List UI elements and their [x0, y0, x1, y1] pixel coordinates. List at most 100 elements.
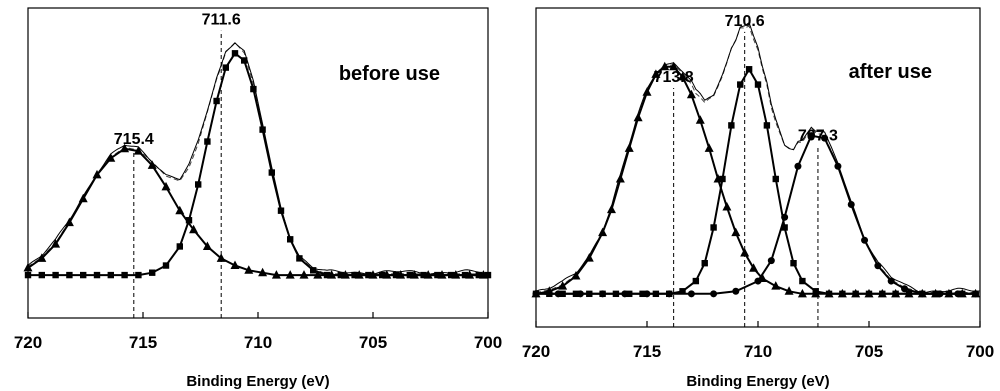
- data-point-square: [277, 207, 285, 214]
- data-point-square: [448, 271, 455, 279]
- data-point-circle: [874, 262, 882, 270]
- peak-label: 715.4: [114, 131, 154, 148]
- x-axis-title: Binding Energy (eV): [686, 373, 829, 390]
- data-point-triangle: [161, 181, 171, 191]
- data-point-triangle: [271, 270, 281, 279]
- data-point-square: [781, 224, 788, 231]
- data-point-triangle: [704, 143, 714, 152]
- data-point-circle: [554, 290, 562, 298]
- data-point-square: [337, 271, 344, 279]
- data-point-circle: [754, 277, 762, 285]
- data-point-triangle: [784, 286, 794, 295]
- data-point-square: [406, 271, 413, 279]
- data-point-square: [52, 271, 59, 279]
- series-line-triangle: [27, 147, 484, 277]
- panel-after-use: 720 715 710 705 700 Binding Energy (eV) after …: [522, 7, 994, 390]
- data-point-square: [812, 288, 819, 295]
- x-tick-label: 705: [359, 333, 387, 352]
- data-point-circle: [732, 287, 740, 295]
- data-point-square: [420, 271, 427, 279]
- x-tick-label: 700: [966, 342, 994, 361]
- data-point-square: [763, 122, 771, 129]
- data-point-circle: [576, 290, 584, 298]
- peak-label: 707.3: [798, 128, 838, 145]
- x-tick-label: 710: [244, 333, 272, 352]
- panel-annotation: after use: [849, 61, 932, 83]
- data-point-triangle: [133, 146, 143, 155]
- data-point-square: [204, 138, 211, 145]
- data-point-triangle: [633, 112, 643, 122]
- data-point-circle: [687, 290, 695, 298]
- data-point-triangle: [771, 281, 781, 290]
- data-point-square: [745, 66, 753, 73]
- data-point-triangle: [285, 270, 295, 279]
- data-point-triangle: [606, 204, 616, 214]
- data-point-square: [879, 290, 886, 298]
- data-point-triangle: [216, 253, 226, 262]
- data-point-triangle: [189, 224, 199, 234]
- x-tick-label: 710: [744, 342, 772, 361]
- data-point-square: [268, 169, 275, 176]
- data-point-triangle: [37, 253, 47, 262]
- data-point-circle: [643, 290, 651, 298]
- peak-label: 710.6: [725, 13, 765, 30]
- data-point-square: [296, 255, 303, 262]
- data-point-square: [185, 217, 193, 224]
- data-point-square: [719, 175, 726, 183]
- data-point-square: [825, 290, 833, 298]
- x-tick-label: 715: [129, 333, 157, 352]
- data-point-square: [365, 271, 372, 279]
- data-point-square: [839, 290, 846, 298]
- x-tick-label: 720: [522, 342, 550, 361]
- data-point-square: [728, 122, 735, 129]
- data-point-circle: [901, 285, 909, 293]
- data-point-triangle: [695, 115, 705, 124]
- data-point-triangle: [722, 202, 732, 211]
- data-point-triangle: [669, 61, 679, 71]
- data-point-circle: [861, 236, 869, 244]
- data-point-square: [250, 85, 257, 93]
- data-point-square: [259, 126, 266, 133]
- data-point-circle: [887, 277, 895, 285]
- series-line-triangle: [535, 65, 976, 295]
- data-point-square: [135, 271, 142, 279]
- data-point-square: [38, 271, 45, 279]
- peak-label: 711.6: [202, 12, 241, 29]
- data-point-circle: [807, 132, 815, 140]
- data-point-square: [66, 271, 73, 279]
- data-point-square: [121, 271, 128, 279]
- data-point-circle: [918, 290, 926, 298]
- data-point-square: [865, 290, 873, 298]
- data-point-square: [475, 271, 482, 279]
- data-point-square: [213, 97, 220, 105]
- data-point-triangle: [678, 71, 688, 81]
- data-point-triangle: [584, 253, 594, 262]
- data-point-triangle: [624, 143, 634, 152]
- data-point-triangle: [660, 61, 670, 71]
- data-point-circle: [821, 134, 829, 142]
- data-point-square: [323, 271, 331, 279]
- data-point-circle: [936, 290, 944, 298]
- data-point-circle: [954, 290, 962, 298]
- data-point-square: [176, 243, 183, 250]
- series-line-square: [28, 51, 488, 277]
- data-point-circle: [972, 290, 980, 298]
- data-point-square: [484, 271, 492, 279]
- data-point-triangle: [313, 270, 323, 279]
- data-point-triangle: [23, 262, 33, 272]
- data-point-triangle: [106, 153, 116, 162]
- data-point-square: [772, 175, 779, 183]
- data-point-circle: [532, 290, 540, 298]
- data-point-triangle: [202, 241, 212, 250]
- data-point-square: [434, 271, 441, 279]
- data-point-square: [701, 260, 708, 267]
- data-point-triangle: [147, 160, 157, 169]
- data-point-square: [852, 290, 859, 298]
- data-point-square: [149, 269, 156, 276]
- data-point-triangle: [740, 247, 750, 257]
- data-point-square: [231, 50, 239, 57]
- data-point-circle: [834, 162, 842, 170]
- data-point-circle: [710, 290, 718, 298]
- x-tick-label: 720: [14, 333, 42, 352]
- data-point-square: [392, 271, 400, 279]
